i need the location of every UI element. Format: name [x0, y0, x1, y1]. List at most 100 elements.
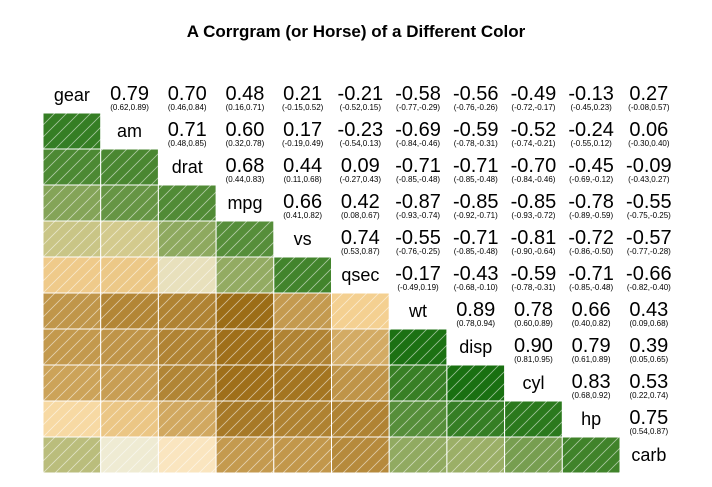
- coef-label-vs-carb: -0.57: [626, 227, 672, 249]
- ci-label-drat-mpg: (0.44,0.83): [226, 175, 265, 184]
- hatch-overlay-carb-vs: [273, 437, 332, 473]
- coef-label-disp-cyl: 0.90: [514, 335, 553, 357]
- coef-label-disp-carb: 0.39: [629, 335, 668, 357]
- coef-label-mpg-wt: -0.87: [395, 191, 441, 213]
- ci-label-hp-carb: (0.54,0.87): [629, 427, 668, 436]
- ci-label-am-drat: (0.48,0.85): [168, 139, 207, 148]
- diagonal-label-am: am: [117, 121, 142, 141]
- hatch-overlay-wt-am: [100, 293, 159, 329]
- ci-label-cyl-hp: (0.68,0.92): [572, 391, 611, 400]
- coef-label-drat-vs: 0.44: [283, 155, 322, 177]
- coef-label-qsec-hp: -0.71: [568, 263, 614, 285]
- coef-label-cyl-hp: 0.83: [572, 371, 611, 393]
- diagonal-label-qsec: qsec: [341, 265, 379, 285]
- hatch-overlay-cyl-drat: [158, 365, 217, 401]
- coef-label-am-qsec: -0.23: [338, 119, 384, 141]
- ci-label-mpg-cyl: (-0.93,-0.72): [511, 211, 555, 220]
- hatch-overlay-hp-drat: [158, 401, 217, 437]
- diagonal-label-mpg: mpg: [227, 193, 262, 213]
- ci-label-drat-hp: (-0.69,-0.12): [569, 175, 613, 184]
- ci-label-gear-hp: (-0.45,0.23): [570, 103, 612, 112]
- coef-label-gear-hp: -0.13: [568, 83, 614, 105]
- coef-label-cyl-carb: 0.53: [629, 371, 668, 393]
- ci-label-mpg-hp: (-0.89,-0.59): [569, 211, 613, 220]
- hatch-overlay-qsec-gear: [43, 257, 101, 293]
- ci-label-vs-cyl: (-0.90,-0.64): [511, 247, 555, 256]
- chart-title: A Corrgram (or Horse) of a Different Col…: [187, 22, 526, 41]
- ci-label-drat-qsec: (-0.27,0.43): [340, 175, 382, 184]
- coef-label-vs-disp: -0.71: [453, 227, 499, 249]
- ci-label-mpg-carb: (-0.75,-0.25): [627, 211, 671, 220]
- hatch-overlay-hp-disp: [446, 401, 505, 437]
- coef-label-gear-vs: 0.21: [283, 83, 322, 105]
- hatch-overlay-vs-drat: [158, 221, 217, 257]
- coef-label-gear-drat: 0.70: [168, 83, 207, 105]
- coef-label-wt-hp: 0.66: [572, 299, 611, 321]
- ci-label-qsec-disp: (-0.68,-0.10): [454, 283, 498, 292]
- coef-label-am-wt: -0.69: [395, 119, 441, 141]
- hatch-overlay-mpg-drat: [158, 185, 217, 221]
- coef-label-am-mpg: 0.60: [225, 119, 264, 141]
- hatch-overlay-hp-vs: [273, 401, 332, 437]
- hatch-overlay-cyl-qsec: [331, 365, 390, 401]
- ci-label-disp-cyl: (0.81,0.95): [514, 355, 553, 364]
- ci-label-am-carb: (-0.30,0.40): [628, 139, 670, 148]
- hatch-overlay-qsec-am: [100, 257, 159, 293]
- hatch-overlay-disp-gear: [43, 329, 101, 365]
- ci-label-am-cyl: (-0.74,-0.21): [511, 139, 555, 148]
- hatch-overlay-qsec-mpg: [216, 257, 274, 293]
- coef-label-drat-qsec: 0.09: [341, 155, 380, 177]
- coef-label-wt-disp: 0.89: [456, 299, 495, 321]
- coef-label-drat-mpg: 0.68: [225, 155, 264, 177]
- ci-label-am-wt: (-0.84,-0.46): [396, 139, 440, 148]
- hatch-overlay-carb-mpg: [216, 437, 274, 473]
- hatch-overlay-wt-mpg: [216, 293, 274, 329]
- coef-label-qsec-cyl: -0.59: [511, 263, 557, 285]
- coef-label-qsec-disp: -0.43: [453, 263, 499, 285]
- hatch-overlay-disp-vs: [273, 329, 332, 365]
- coef-label-gear-carb: 0.27: [629, 83, 668, 105]
- coef-label-mpg-disp: -0.85: [453, 191, 499, 213]
- coef-label-am-disp: -0.59: [453, 119, 499, 141]
- coef-label-am-carb: 0.06: [629, 119, 668, 141]
- hatch-overlay-wt-vs: [273, 293, 332, 329]
- coef-label-am-hp: -0.24: [568, 119, 614, 141]
- hatch-overlay-cyl-mpg: [216, 365, 274, 401]
- diagonal-label-carb: carb: [631, 445, 666, 465]
- hatch-overlay-qsec-vs: [273, 257, 332, 293]
- hatch-overlay-cyl-gear: [43, 365, 101, 401]
- ci-label-qsec-cyl: (-0.78,-0.31): [511, 283, 555, 292]
- coef-label-mpg-hp: -0.78: [568, 191, 614, 213]
- coef-label-vs-wt: -0.55: [395, 227, 441, 249]
- ci-label-qsec-wt: (-0.49,0.19): [397, 283, 439, 292]
- hatch-overlay-carb-drat: [158, 437, 217, 473]
- coef-label-vs-hp: -0.72: [568, 227, 614, 249]
- hatch-overlay-cyl-am: [100, 365, 159, 401]
- ci-label-qsec-hp: (-0.85,-0.48): [569, 283, 613, 292]
- coef-label-wt-cyl: 0.78: [514, 299, 553, 321]
- hatch-overlay-hp-cyl: [504, 401, 563, 437]
- ci-label-wt-hp: (0.40,0.82): [572, 319, 611, 328]
- ci-label-vs-disp: (-0.85,-0.48): [454, 247, 498, 256]
- coef-label-drat-wt: -0.71: [395, 155, 441, 177]
- ci-label-wt-carb: (0.09,0.68): [629, 319, 668, 328]
- ci-label-gear-wt: (-0.77,-0.29): [396, 103, 440, 112]
- hatch-overlay-cyl-disp: [446, 365, 505, 401]
- ci-label-mpg-disp: (-0.92,-0.71): [454, 211, 498, 220]
- hatch-overlay-carb-hp: [562, 437, 620, 473]
- ci-label-gear-carb: (-0.08,0.57): [628, 103, 670, 112]
- ci-label-mpg-qsec: (0.08,0.67): [341, 211, 380, 220]
- coef-label-drat-disp: -0.71: [453, 155, 499, 177]
- diagonal-label-disp: disp: [459, 337, 492, 357]
- hatch-overlay-vs-gear: [43, 221, 101, 257]
- hatch-overlay-hp-qsec: [331, 401, 390, 437]
- hatch-overlay-wt-drat: [158, 293, 217, 329]
- ci-label-am-mpg: (0.32,0.78): [226, 139, 265, 148]
- hatch-overlay-carb-disp: [446, 437, 505, 473]
- ci-label-am-qsec: (-0.54,0.13): [340, 139, 382, 148]
- ci-label-gear-am: (0.62,0.89): [110, 103, 149, 112]
- ci-label-vs-carb: (-0.77,-0.28): [627, 247, 671, 256]
- diagonal-label-vs: vs: [294, 229, 312, 249]
- coef-label-wt-carb: 0.43: [629, 299, 668, 321]
- ci-label-cyl-carb: (0.22,0.74): [629, 391, 668, 400]
